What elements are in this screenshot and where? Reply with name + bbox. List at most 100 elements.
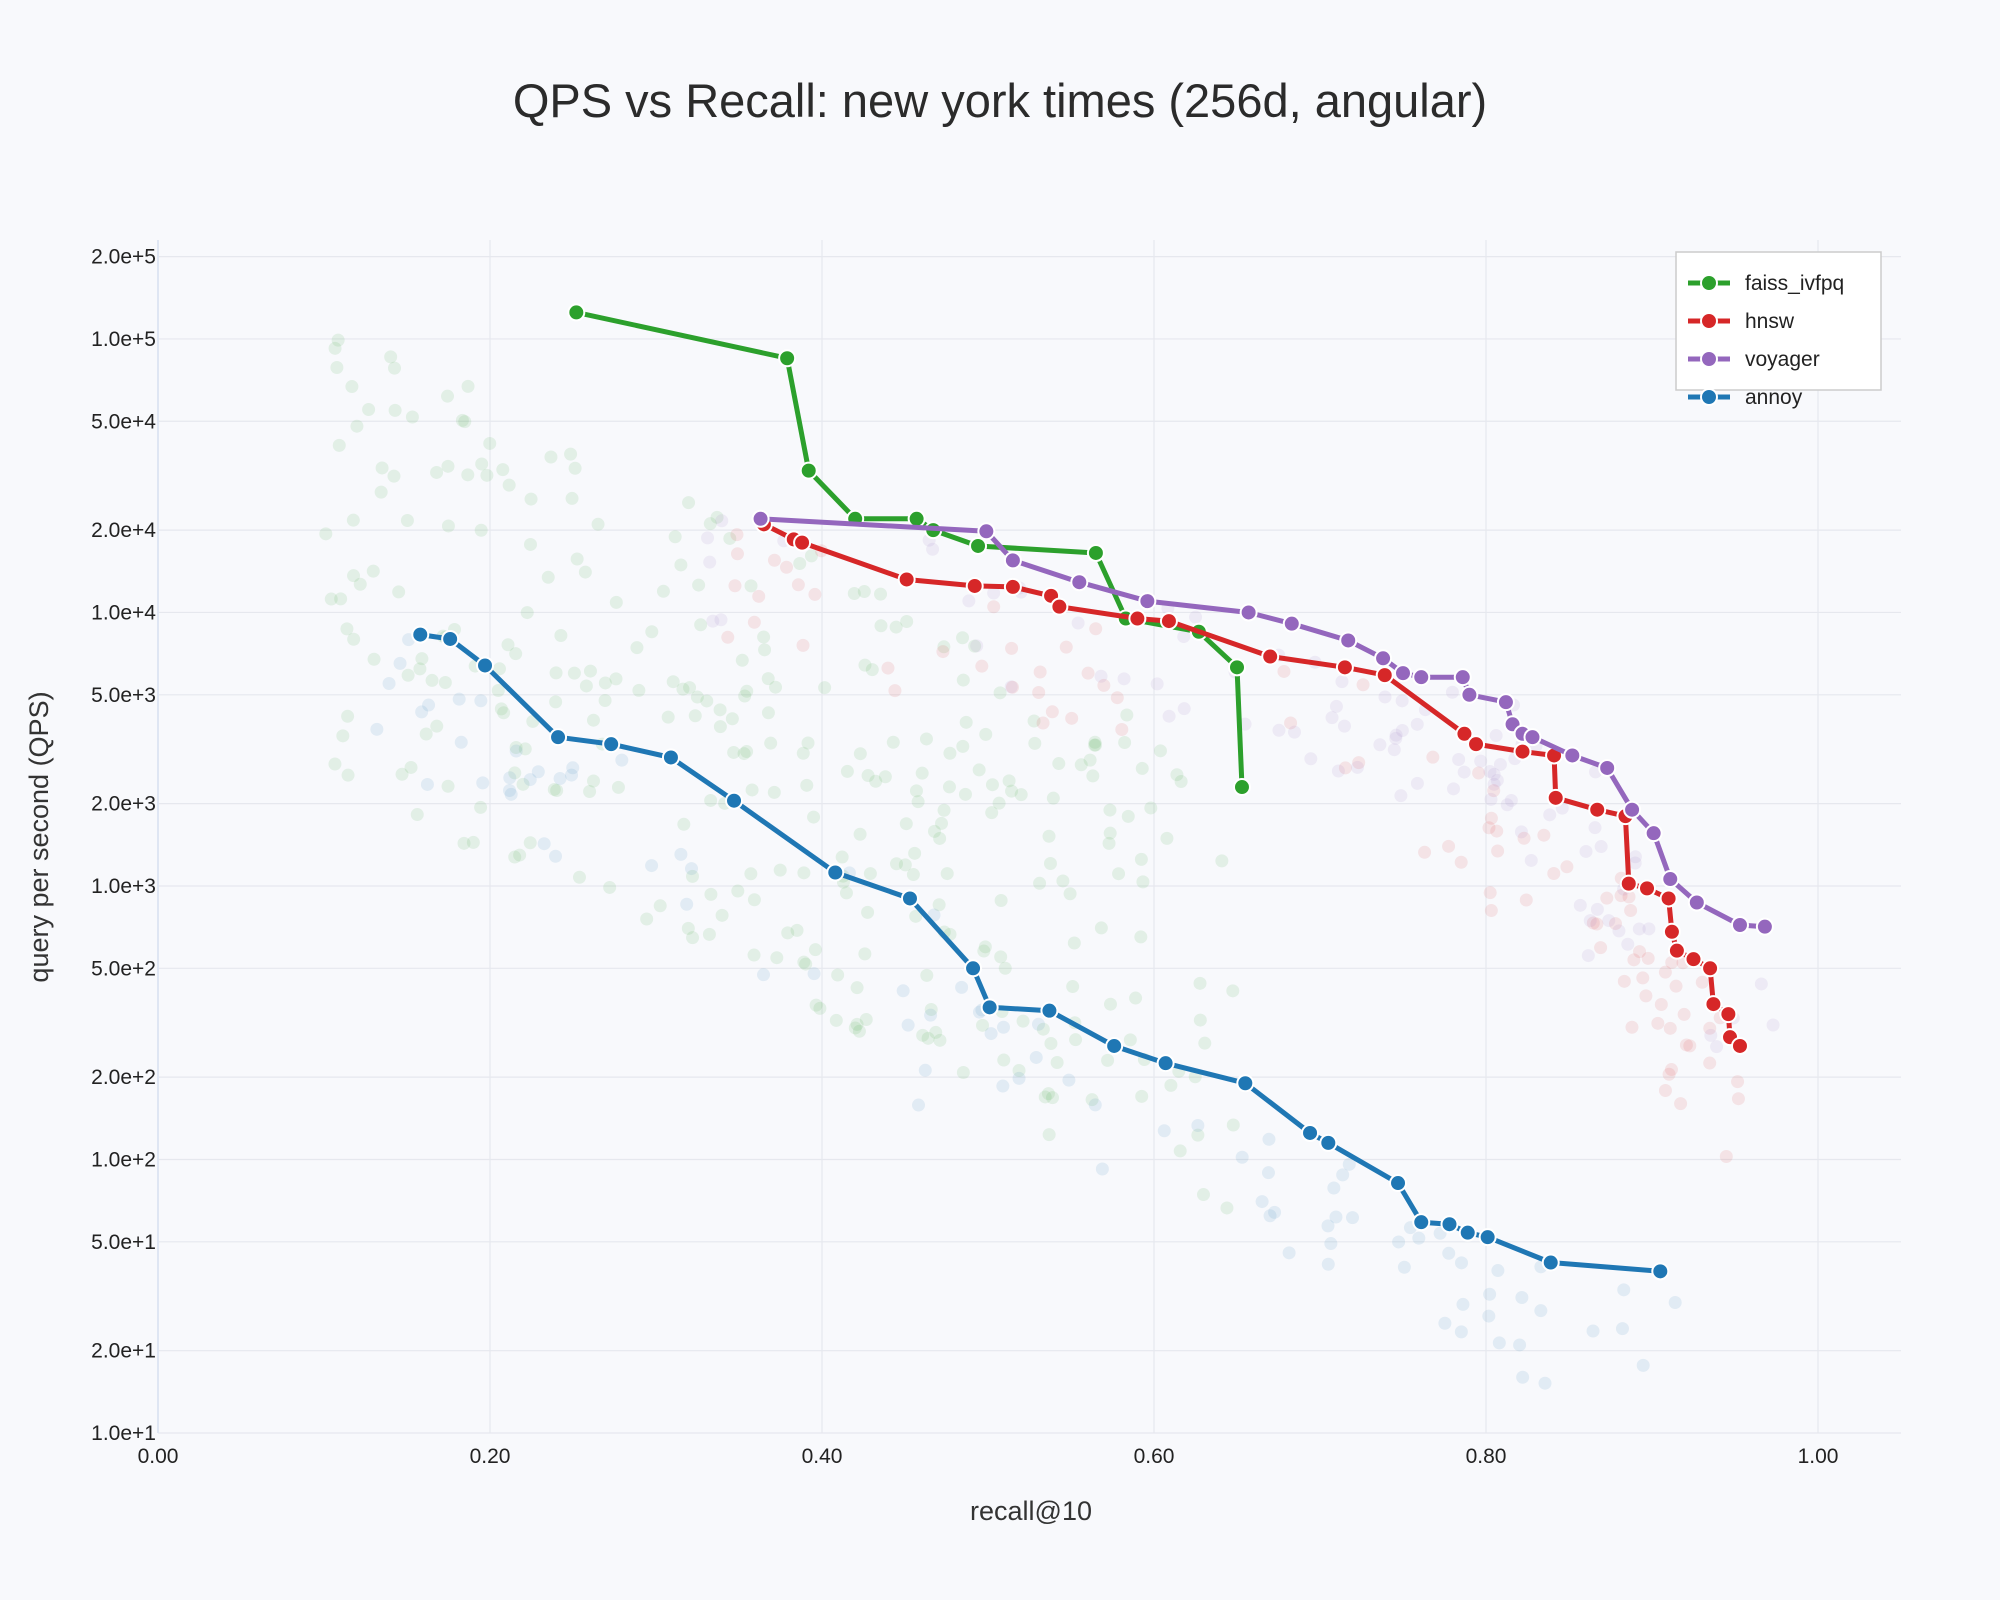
background-point (331, 333, 345, 347)
data-point-voyager[interactable] (1623, 800, 1642, 819)
data-point-voyager[interactable] (1460, 685, 1479, 704)
data-point-hnsw[interactable] (965, 576, 984, 595)
data-point-hnsw[interactable] (1050, 597, 1069, 616)
data-point-hnsw[interactable] (1638, 879, 1657, 898)
data-point-hnsw[interactable] (1701, 959, 1720, 978)
data-point-hnsw[interactable] (1619, 874, 1638, 893)
background-point (686, 931, 700, 945)
data-point-annoy[interactable] (1301, 1123, 1320, 1142)
data-point-annoy[interactable] (549, 728, 568, 747)
background-point (1120, 708, 1134, 722)
legend-label-annoy[interactable]: annoy (1745, 386, 1803, 409)
data-point-voyager[interactable] (1563, 746, 1582, 765)
data-point-hnsw[interactable] (1546, 788, 1565, 807)
background-point (492, 662, 506, 676)
data-point-faiss_ivfpq[interactable] (799, 461, 818, 480)
data-point-hnsw[interactable] (1159, 612, 1178, 631)
legend-label-voyager[interactable]: voyager (1745, 348, 1820, 371)
data-point-annoy[interactable] (1440, 1215, 1459, 1234)
data-point-hnsw[interactable] (1588, 800, 1607, 819)
data-point-voyager[interactable] (1374, 649, 1393, 668)
background-point (713, 720, 727, 734)
data-point-annoy[interactable] (1478, 1228, 1497, 1247)
data-point-voyager[interactable] (1496, 693, 1515, 712)
data-point-voyager[interactable] (1453, 668, 1472, 687)
data-point-hnsw[interactable] (1261, 647, 1280, 666)
data-point-annoy[interactable] (441, 629, 460, 648)
data-point-faiss_ivfpq[interactable] (1228, 658, 1246, 677)
background-point (839, 886, 853, 900)
data-point-hnsw[interactable] (1719, 1005, 1738, 1024)
data-point-annoy[interactable] (1651, 1262, 1670, 1281)
background-point (353, 577, 367, 591)
data-point-annoy[interactable] (980, 998, 999, 1017)
data-point-voyager[interactable] (977, 522, 996, 541)
data-point-faiss_ivfpq[interactable] (907, 509, 926, 528)
data-point-annoy[interactable] (411, 625, 430, 644)
data-point-hnsw[interactable] (1003, 577, 1022, 596)
data-point-voyager[interactable] (1138, 592, 1157, 611)
data-point-annoy[interactable] (602, 735, 621, 754)
data-point-annoy[interactable] (900, 889, 919, 908)
data-point-voyager[interactable] (1755, 917, 1774, 936)
data-point-annoy[interactable] (1156, 1054, 1175, 1073)
data-point-voyager[interactable] (751, 509, 770, 528)
data-point-voyager[interactable] (1523, 728, 1542, 747)
data-point-faiss_ivfpq[interactable] (1232, 778, 1251, 797)
data-point-voyager[interactable] (1687, 893, 1706, 912)
data-point-voyager[interactable] (1003, 551, 1022, 570)
background-point (1088, 735, 1102, 749)
data-point-voyager[interactable] (1661, 870, 1680, 889)
data-point-annoy[interactable] (964, 959, 983, 978)
data-point-voyager[interactable] (1070, 573, 1089, 592)
data-point-hnsw[interactable] (1128, 609, 1147, 628)
data-point-hnsw[interactable] (1455, 724, 1474, 743)
data-point-annoy[interactable] (1389, 1174, 1408, 1193)
data-point-annoy[interactable] (1458, 1223, 1477, 1242)
background-point (420, 777, 434, 791)
data-point-annoy[interactable] (1236, 1074, 1255, 1093)
data-point-annoy[interactable] (1319, 1133, 1338, 1152)
data-point-hnsw[interactable] (1704, 995, 1723, 1014)
data-point-hnsw[interactable] (1335, 658, 1354, 677)
data-point-hnsw[interactable] (1662, 922, 1681, 941)
data-point-annoy[interactable] (1412, 1213, 1431, 1232)
data-point-hnsw[interactable] (1730, 1036, 1749, 1055)
data-point-faiss_ivfpq[interactable] (567, 303, 586, 322)
background-point (850, 1017, 864, 1031)
data-point-voyager[interactable] (1644, 824, 1663, 843)
data-point-voyager[interactable] (1412, 668, 1431, 687)
data-point-annoy[interactable] (826, 863, 845, 882)
data-point-annoy[interactable] (1105, 1036, 1124, 1055)
data-point-hnsw[interactable] (897, 570, 916, 589)
background-point (583, 664, 597, 678)
data-point-faiss_ivfpq[interactable] (969, 536, 988, 555)
background-point (677, 817, 691, 831)
data-point-hnsw[interactable] (793, 533, 812, 552)
data-point-faiss_ivfpq[interactable] (1086, 543, 1105, 562)
data-point-annoy[interactable] (1541, 1253, 1560, 1272)
data-point-voyager[interactable] (1598, 758, 1617, 777)
data-point-faiss_ivfpq[interactable] (778, 349, 797, 368)
data-point-annoy[interactable] (661, 748, 680, 767)
data-point-hnsw[interactable] (1467, 735, 1486, 754)
data-point-hnsw[interactable] (1684, 950, 1703, 969)
data-point-voyager[interactable] (1282, 614, 1301, 633)
data-point-voyager[interactable] (1239, 603, 1258, 622)
data-point-voyager[interactable] (1394, 664, 1412, 683)
legend-label-faiss_ivfpq[interactable]: faiss_ivfpq (1745, 272, 1844, 295)
background-point (1226, 984, 1240, 998)
background-point (878, 770, 892, 784)
legend-label-hnsw[interactable]: hnsw (1745, 310, 1795, 333)
data-point-hnsw[interactable] (1667, 941, 1686, 960)
data-point-hnsw[interactable] (1513, 742, 1532, 761)
data-point-annoy[interactable] (1040, 1001, 1059, 1020)
data-point-hnsw[interactable] (1659, 889, 1678, 908)
data-point-annoy[interactable] (476, 656, 495, 675)
background-point (1766, 1018, 1780, 1032)
data-point-voyager[interactable] (1339, 631, 1358, 650)
data-point-hnsw[interactable] (1375, 666, 1394, 685)
background-point (797, 866, 811, 880)
data-point-annoy[interactable] (725, 791, 744, 810)
data-point-voyager[interactable] (1730, 915, 1749, 934)
